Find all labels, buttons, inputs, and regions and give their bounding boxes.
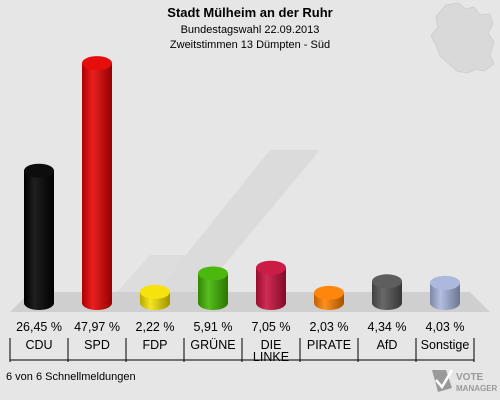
bar-top: [314, 285, 344, 300]
bar-body: [256, 267, 286, 310]
value-label: 47,97 %: [74, 320, 120, 334]
status-text: 6 von 6 Schnellmeldungen: [6, 371, 136, 383]
votemanager-logo: VOTE MANAGER: [432, 369, 498, 393]
bar-pirate: [314, 285, 344, 310]
ballot-check-icon: [432, 369, 454, 392]
bar-body: [372, 281, 402, 310]
germany-map-icon: [430, 2, 495, 74]
category-label: Sonstige: [421, 338, 470, 352]
bar-top: [140, 284, 170, 299]
bar-top: [82, 56, 112, 71]
category-label: FDP: [143, 338, 168, 352]
bar-spd: [82, 56, 112, 311]
value-label: 4,03 %: [426, 320, 465, 334]
category-label: SPD: [84, 338, 110, 352]
category-label: DIE: [261, 338, 282, 352]
bar-afd: [372, 274, 402, 310]
bar-top: [24, 163, 54, 178]
logo-text-manager: MANAGER: [456, 384, 498, 393]
chart-floor: [10, 292, 490, 312]
bar-body: [24, 170, 54, 310]
bar-top: [372, 274, 402, 289]
value-label: 2,03 %: [310, 320, 349, 334]
bar-body: [82, 63, 112, 311]
bar-top: [430, 275, 460, 290]
bar-top: [256, 260, 286, 275]
bar-die-linke: [256, 260, 286, 310]
bar-grüne: [198, 266, 228, 310]
bar-fdp: [140, 284, 170, 310]
bar-cdu: [24, 163, 54, 310]
value-label: 5,91 %: [194, 320, 233, 334]
category-label: GRÜNE: [190, 338, 235, 352]
bar-top: [198, 266, 228, 281]
value-label: 7,05 %: [252, 320, 291, 334]
value-label: 26,45 %: [16, 320, 62, 334]
chart-title: Stadt Mülheim an der Ruhr: [167, 5, 332, 20]
category-label: PIRATE: [307, 338, 351, 352]
category-label: AfD: [377, 338, 398, 352]
category-label: CDU: [25, 338, 52, 352]
category-label: LINKE: [253, 350, 289, 364]
bar-sonstige: [430, 275, 460, 310]
value-label: 2,22 %: [136, 320, 175, 334]
logo-text-vote: VOTE: [456, 372, 484, 383]
checkmark-watermark-icon: [110, 150, 320, 300]
bar-body: [430, 282, 460, 310]
bar-body: [198, 273, 228, 310]
chart-subtitle-district: Zweitstimmen 13 Dümpten - Süd: [170, 39, 330, 51]
chart-subtitle-date: Bundestagswahl 22.09.2013: [181, 24, 320, 36]
value-label: 4,34 %: [368, 320, 407, 334]
